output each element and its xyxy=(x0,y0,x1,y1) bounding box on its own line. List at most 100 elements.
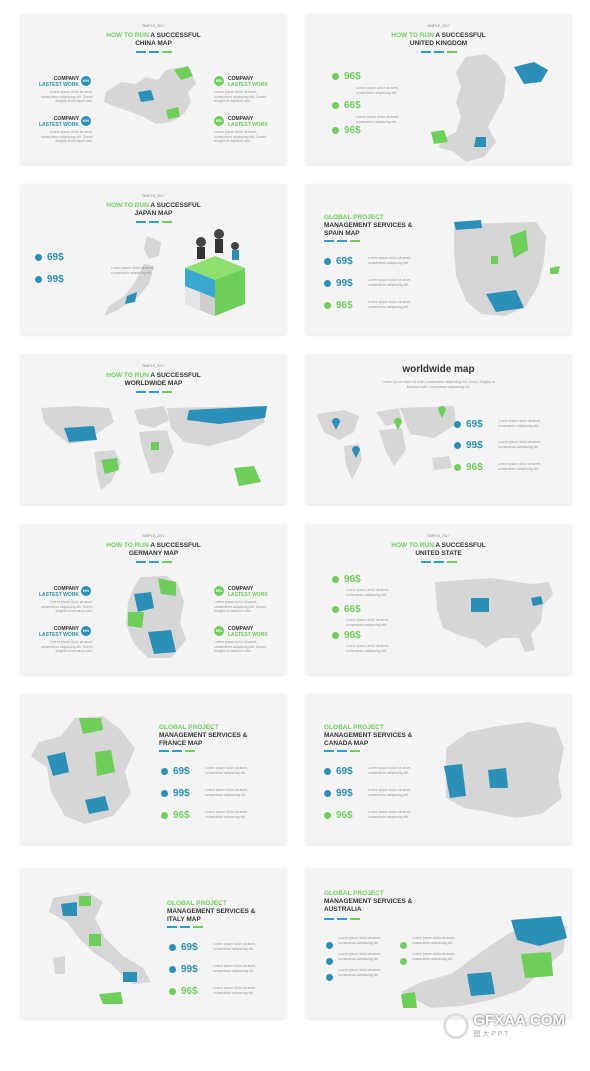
slide-italy-map[interactable]: GLOBAL PROJECT MANAGEMENT SERVICES & ITALY… xyxy=(21,868,286,1018)
price-desc: Lorem ipsum dolor sit amet, consectetur … xyxy=(111,266,155,275)
slide-title: HOW TO RUN A SUCCESSFUL JAPAN MAP xyxy=(106,202,201,217)
percent-badge: 60% xyxy=(81,586,91,596)
price-2: 99$ xyxy=(169,964,198,975)
left-label-2: COMPANY LASTEST WORK xyxy=(39,626,79,638)
price-desc: Lorem ipsum dolor sit amet, consectetur … xyxy=(368,300,412,309)
price-3: 96$ xyxy=(332,125,361,136)
title-divider xyxy=(324,750,360,752)
slide-tag: SIMPLE_2017 xyxy=(427,534,450,538)
slide-usa-map[interactable]: SIMPLE_2017 HOW TO RUN A SUCCESSFUL UNITE… xyxy=(306,524,571,674)
title-divider xyxy=(135,51,172,53)
slide-subtitle: Lorem ipsum dolor sit amet, consectetur … xyxy=(382,380,495,389)
slide-tag: SIMPLE_2017 xyxy=(427,24,450,28)
slide-tag: SIMPLE_2017 xyxy=(142,534,165,538)
price-desc: Lorem ipsum dolor sit amet, consectetur … xyxy=(368,810,412,819)
watermark-brand: GFXAA.COM xyxy=(473,1012,565,1029)
world-map-pins xyxy=(316,406,456,480)
right-label-1: COMPANY LASTEST WORK xyxy=(228,586,268,598)
slide-title: GLOBAL PROJECT MANAGEMENT SERVICES & AUSTR… xyxy=(324,890,413,913)
percent-badge: 60% xyxy=(81,116,91,126)
world-map xyxy=(41,406,267,490)
slide-china-map[interactable]: SIMPLE_2017 HOW TO RUN A SUCCESSFUL CHINA… xyxy=(21,14,286,164)
slide-uk-map[interactable]: SIMPLE_2017 HOW TO RUN A SUCCESSFUL UNITE… xyxy=(306,14,571,164)
price-3: 96$ xyxy=(454,462,483,473)
slide-title: GLOBAL PROJECT MANAGEMENT SERVICES & ITALY… xyxy=(167,900,256,923)
price-3: 96$ xyxy=(161,810,190,821)
title-divider xyxy=(420,561,457,563)
slide-title: GLOBAL PROJECT MANAGEMENT SERVICES & SPAIN… xyxy=(324,214,413,237)
price-desc: Lorem ipsum dolor sit amet, consectetur … xyxy=(498,462,542,471)
left-label-1: COMPANY LASTEST WORK xyxy=(39,76,79,88)
slide-tag: SIMPLE_2017 xyxy=(142,24,165,28)
price-1: 96$ xyxy=(332,71,361,82)
left-desc-2: Lorem ipsum dolor sit amet, consectetur … xyxy=(40,130,93,143)
italy-map xyxy=(49,892,151,1004)
uk-map xyxy=(431,54,548,162)
right-desc-2: Lorem ipsum dolor sit amet, consectetur … xyxy=(214,130,267,143)
price-desc: Lorem ipsum dolor sit amet, consectetur … xyxy=(205,788,249,797)
price-2: 99$ xyxy=(454,440,483,451)
price-desc: Lorem ipsum dolor sit amet, consectetur … xyxy=(498,440,542,449)
price-desc: Lorem ipsum dolor sit amet, consectetur … xyxy=(213,964,257,973)
slide-worldwide-map-2[interactable]: worldwide map Lorem ipsum dolor sit amet… xyxy=(306,354,571,504)
watermark-sub: 图 大 P P T xyxy=(473,1031,509,1038)
canada-map xyxy=(444,722,564,818)
title-divider xyxy=(324,240,360,242)
title-divider xyxy=(135,561,172,563)
price-3: 96$ xyxy=(169,986,198,997)
left-label-2: COMPANY LASTEST WORK xyxy=(39,116,79,128)
price-desc: Lorem ipsum dolor sit amet, consectetur … xyxy=(356,86,400,95)
legend-desc: Lorem ipsum dolor sit amet, consectetur … xyxy=(338,936,382,945)
title-divider xyxy=(159,750,195,752)
slide-title: HOW TO RUN A SUCCESSFUL UNITED STATE xyxy=(391,542,486,557)
price-desc: Lorem ipsum dolor sit amet, consectetur … xyxy=(368,766,412,775)
right-label-2: COMPANY LASTEST WORK xyxy=(228,626,268,638)
slide-canada-map[interactable]: GLOBAL PROJECT MANAGEMENT SERVICES & CANAD… xyxy=(306,694,571,844)
slide-title: HOW TO RUN A SUCCESSFUL UNITED KINGDOM xyxy=(391,32,486,47)
price-desc: Lorem ipsum dolor sit amet, consectetur … xyxy=(205,810,249,819)
title-divider xyxy=(135,221,172,223)
left-desc-2: Lorem ipsum dolor sit amet, consectetur … xyxy=(40,640,93,653)
price-2: 66$ xyxy=(332,100,361,111)
percent-badge: 60% xyxy=(214,116,224,126)
germany-map xyxy=(126,576,186,658)
legend-item xyxy=(326,936,333,954)
percent-badge: 60% xyxy=(214,586,224,596)
france-map xyxy=(31,716,135,824)
watermark: GFXAA.COM 图 大 P P T xyxy=(443,1012,565,1039)
price-2: 66$ xyxy=(332,604,361,615)
right-desc-1: Lorem ipsum dolor sit amet, consectetur … xyxy=(214,90,267,103)
price-desc: Lorem ipsum dolor sit amet, consectetur … xyxy=(368,278,412,287)
australia-map xyxy=(401,916,567,1008)
slide-japan-map[interactable]: SIMPLE_2017 HOW TO RUN A SUCCESSFUL JAPAN… xyxy=(21,184,286,334)
japan-map xyxy=(104,236,161,316)
legend-desc: Lorem ipsum dolor sit amet, consectetur … xyxy=(412,952,456,961)
price-1: 69$ xyxy=(454,419,483,430)
legend-item xyxy=(400,952,407,970)
slide-title: HOW TO RUN A SUCCESSFUL GERMANY MAP xyxy=(106,542,201,557)
price-2: 99$ xyxy=(324,788,353,799)
price-2: 99$ xyxy=(324,278,353,289)
price-desc: Lorem ipsum dolor sit amet, consectetur … xyxy=(205,766,249,775)
slide-spain-map[interactable]: GLOBAL PROJECT MANAGEMENT SERVICES & SPAIN… xyxy=(306,184,571,334)
slide-germany-map[interactable]: SIMPLE_2017 HOW TO RUN A SUCCESSFUL GERMA… xyxy=(21,524,286,674)
left-desc-1: Lorem ipsum dolor sit amet, consectetur … xyxy=(40,600,93,613)
price-1: 69$ xyxy=(169,942,198,953)
price-3: 96$ xyxy=(324,300,353,311)
legend-item xyxy=(326,968,333,986)
usa-map xyxy=(435,578,553,652)
price-desc: Lorem ipsum dolor sit amet, consectetur … xyxy=(213,986,257,995)
title-divider xyxy=(324,918,360,920)
slide-france-map[interactable]: GLOBAL PROJECT MANAGEMENT SERVICES & FRANC… xyxy=(21,694,286,844)
right-desc-1: Lorem ipsum dolor sit amet, consectetur … xyxy=(214,600,267,613)
price-1: 96$ xyxy=(332,574,361,585)
watermark-logo-icon xyxy=(443,1012,470,1039)
price-desc: Lorem ipsum dolor sit amet, consectetur … xyxy=(213,942,257,951)
slide-australia-map[interactable]: GLOBAL PROJECT MANAGEMENT SERVICES & AUSTR… xyxy=(306,868,571,1018)
legend-desc: Lorem ipsum dolor sit amet, consectetur … xyxy=(338,952,382,961)
percent-badge: 60% xyxy=(214,76,224,86)
china-map xyxy=(104,66,196,124)
title-divider xyxy=(167,926,203,928)
percent-badge: 60% xyxy=(81,626,91,636)
slide-worldwide-map[interactable]: SIMPLE_2017 HOW TO RUN A SUCCESSFUL WORLD… xyxy=(21,354,286,504)
